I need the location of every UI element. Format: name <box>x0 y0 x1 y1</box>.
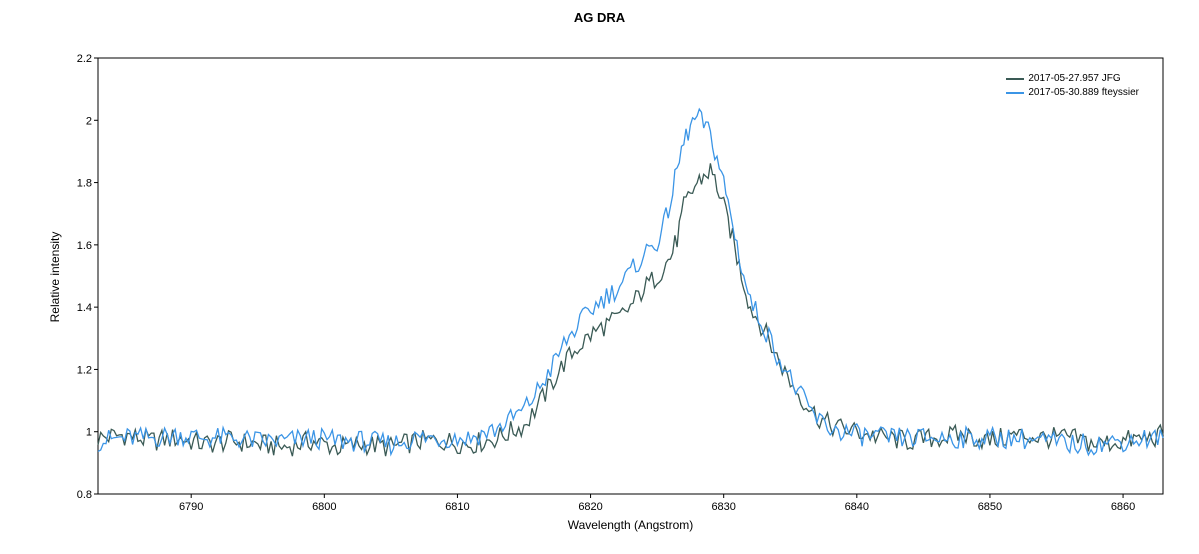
legend-swatch-fteyssier <box>1006 92 1025 94</box>
plot-frame <box>97 57 1164 495</box>
x-axis-label: Wavelength (Angstrom) <box>567 518 694 532</box>
x-tick-label: 6810 <box>445 501 469 513</box>
x-axis: 6790 6800 6810 6820 6830 6840 6850 6860 <box>179 494 1135 513</box>
x-tick-label: 6800 <box>312 501 336 513</box>
series-layer <box>97 107 1164 457</box>
y-tick-label: 0.8 <box>77 489 92 501</box>
y-tick-label: 1.6 <box>77 240 92 252</box>
legend-swatch-jfg <box>1006 78 1025 80</box>
series-line-0 <box>97 163 1164 457</box>
legend: 2017-05-27.957 JFG 2017-05-30.889 fteyss… <box>1006 72 1139 100</box>
y-tick-label: 2 <box>86 115 92 127</box>
series-line-1 <box>97 107 1164 457</box>
x-tick-label: 6850 <box>978 501 1002 513</box>
x-tick-label: 6860 <box>1111 501 1135 513</box>
x-tick-label: 6820 <box>578 501 602 513</box>
y-tick-label: 1.4 <box>77 302 92 314</box>
legend-label-fteyssier: 2017-05-30.889 fteyssier <box>1028 87 1139 98</box>
y-tick-label: 1 <box>86 427 92 439</box>
y-axis: 0.8 1 1.2 1.4 1.6 1.8 2 2.2 <box>77 53 98 501</box>
chart-title: AG DRA <box>573 10 626 25</box>
y-tick-label: 1.2 <box>77 364 92 376</box>
x-tick-label: 6840 <box>845 501 869 513</box>
legend-item-jfg: 2017-05-27.957 JFG <box>1006 72 1139 86</box>
legend-item-fteyssier: 2017-05-30.889 fteyssier <box>1006 86 1139 100</box>
plot-area <box>97 57 1164 495</box>
x-tick-label: 6830 <box>711 501 735 513</box>
x-tick-label: 6790 <box>179 501 203 513</box>
legend-label-jfg: 2017-05-27.957 JFG <box>1028 73 1121 84</box>
y-tick-label: 2.2 <box>77 53 92 65</box>
y-axis-label: Relative intensity <box>48 231 62 323</box>
y-tick-label: 1.8 <box>77 178 92 190</box>
